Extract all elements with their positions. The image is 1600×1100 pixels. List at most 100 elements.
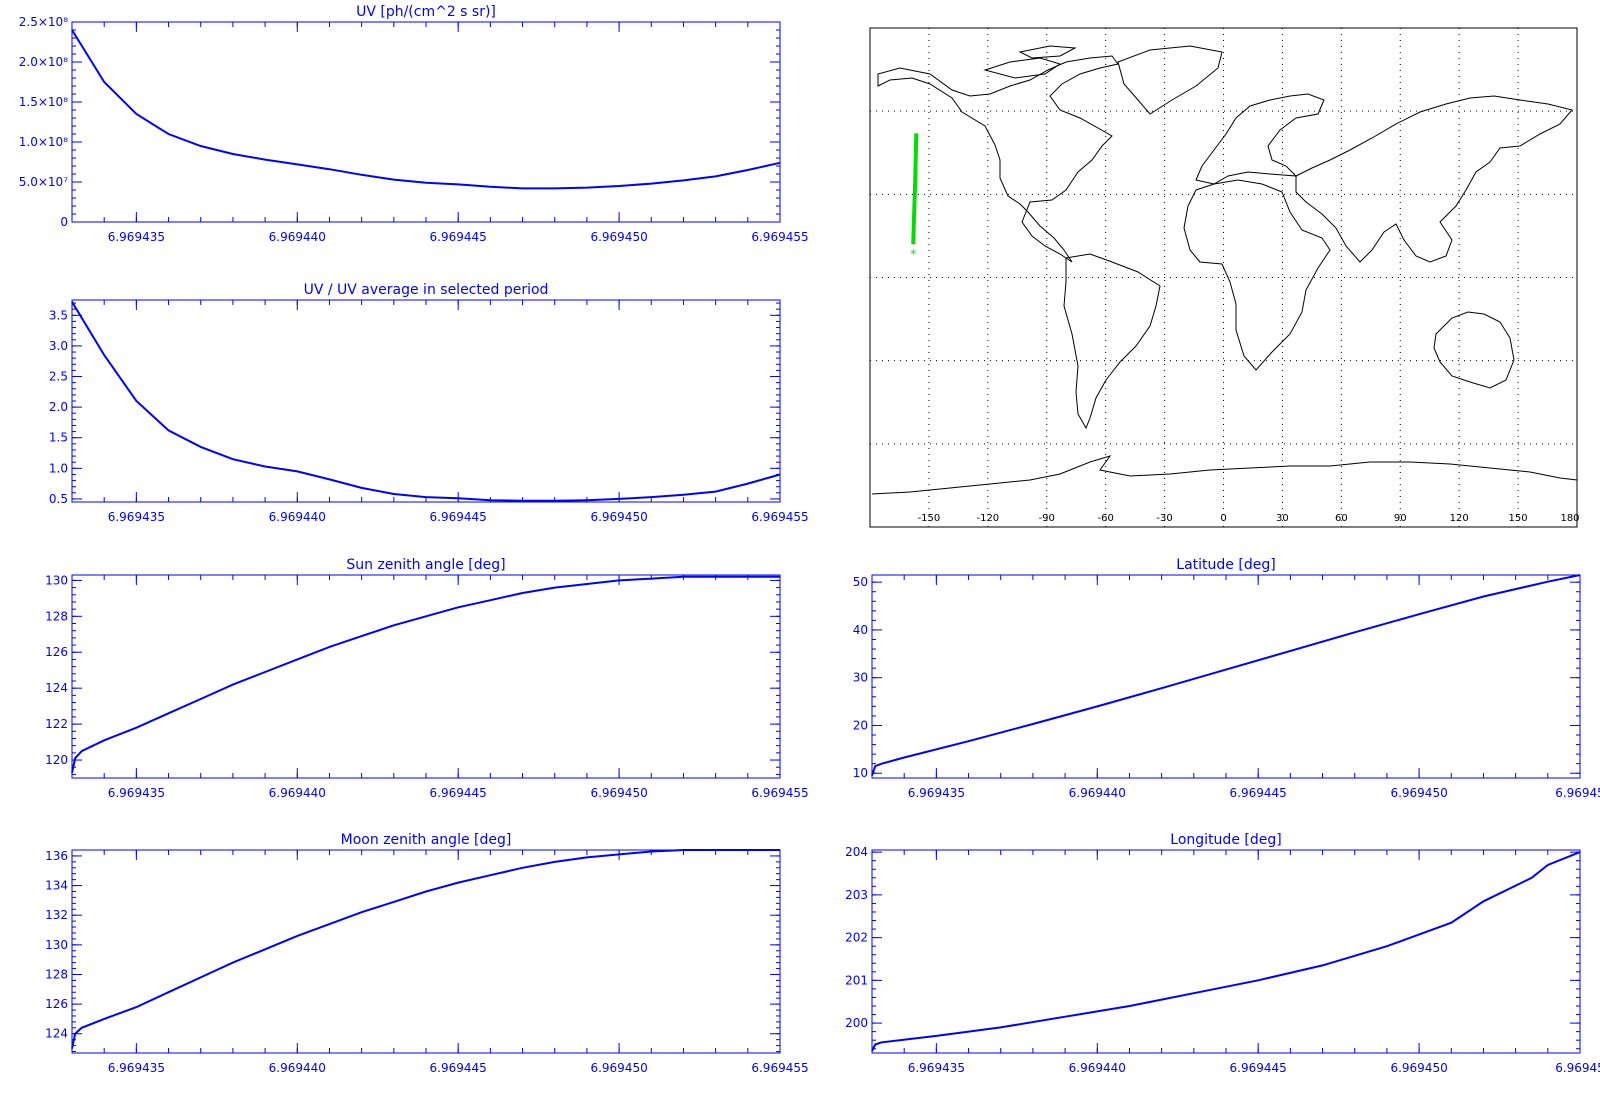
y-tick-label: 1.5: [49, 431, 68, 445]
chart-title: UV / UV average in selected period: [304, 282, 549, 298]
x-tick-label: 6.96945: [1555, 1061, 1600, 1075]
y-tick-label: 40: [853, 623, 868, 637]
plot-frame: [71, 849, 781, 1054]
x-tick-label: 6.969450: [590, 230, 647, 244]
longitude-tick-label: -150: [918, 513, 941, 524]
x-tick-label: 6.969455: [751, 1061, 808, 1075]
south-america-outline: [1063, 253, 1161, 430]
y-tick-label: 136: [45, 849, 68, 863]
y-tick-label: 201: [845, 973, 868, 987]
longitude-tick-label: 0: [1220, 513, 1226, 524]
longitude-tick-label: 30: [1276, 513, 1289, 524]
y-tick-label: 202: [845, 931, 868, 945]
y-tick-label: 1.0×10⁸: [19, 135, 68, 149]
y-tick-label: 128: [45, 967, 68, 981]
longitude-tick-label: -90: [1039, 513, 1055, 524]
satellite-track: *: [910, 133, 919, 261]
x-tick-label: 6.969450: [1390, 1061, 1447, 1075]
chart-title: Sun zenith angle [deg]: [346, 557, 505, 573]
series-line: [71, 301, 781, 502]
europe-outline: [1195, 93, 1325, 185]
x-tick-label: 6.969445: [430, 1061, 487, 1075]
y-tick-label: 10: [853, 766, 868, 780]
longitude-tick-label: 180: [1560, 513, 1579, 524]
longitude-tick-label: -120: [976, 513, 999, 524]
ground-track-start-marker: *: [910, 247, 916, 261]
north-america-outline: [877, 55, 1119, 263]
x-tick-label: 6.969445: [430, 786, 487, 800]
y-tick-label: 1.0: [49, 461, 68, 475]
y-tick-label: 1.5×10⁸: [19, 95, 68, 109]
y-tick-label: 30: [853, 671, 868, 685]
series-line: [71, 575, 780, 773]
y-tick-label: 3.5: [49, 308, 68, 322]
plot-frame: [871, 849, 1581, 1054]
chart-title: Longitude [deg]: [1170, 832, 1281, 848]
y-tick-label: 50: [853, 575, 868, 589]
x-tick-label: 6.969435: [108, 230, 165, 244]
longitude-tick-label: 60: [1335, 513, 1348, 524]
x-tick-label: 6.969440: [1069, 1061, 1126, 1075]
x-tick-label: 6.969435: [108, 510, 165, 524]
x-tick-label: 6.969440: [269, 230, 326, 244]
longitude-tick-labels: -150 -120 -90 -60 -30 0 30 60 90 120 150 180: [918, 513, 1580, 524]
y-tick-label: 132: [45, 908, 68, 922]
y-tick-label: 130: [45, 573, 68, 587]
x-tick-label: 6.969445: [1230, 786, 1287, 800]
x-tick-label: 6.969440: [1069, 786, 1126, 800]
africa-outline: [1183, 179, 1331, 371]
latitude-chart: Latitude [deg] 6.969435 6.969440 6.969445 6.…: [853, 557, 1600, 800]
series-line: [871, 574, 1581, 776]
map-gridlines: [870, 28, 1577, 527]
y-tick-label: 124: [45, 681, 68, 695]
y-tick-label: 3.0: [49, 339, 68, 353]
y-tick-label: 20: [853, 718, 868, 732]
y-tick-label: 0.5: [49, 492, 68, 506]
x-tick-label: 6.96945: [1555, 786, 1600, 800]
x-tick-label: 6.969455: [751, 510, 808, 524]
longitude-tick-label: 120: [1450, 513, 1469, 524]
series-line: [871, 851, 1581, 1052]
x-tick-label: 6.969435: [908, 1061, 965, 1075]
y-tick-label: 200: [845, 1016, 868, 1030]
x-tick-label: 6.969450: [590, 510, 647, 524]
x-tick-label: 6.969455: [751, 230, 808, 244]
y-tick-label: 0: [60, 215, 68, 229]
x-tick-label: 6.969440: [269, 510, 326, 524]
asia-outline: [1295, 95, 1573, 263]
plot-frame: [71, 574, 781, 779]
y-tick-label: 203: [845, 888, 868, 902]
chart-title: UV [ph/(cm^2 s sr)]: [356, 4, 496, 20]
moon-zenith-chart: Moon zenith angle [deg] 6.969435 6.969440 6…: [45, 832, 809, 1075]
series-line: [71, 29, 781, 190]
sun-zenith-chart: Sun zenith angle [deg] 6.969435 6.969440 6.…: [45, 557, 809, 800]
plot-frame: [71, 21, 781, 223]
y-tick-label: 5.0×10⁷: [19, 175, 68, 189]
longitude-chart: Longitude [deg] 6.969435 6.969440 6.969445 6…: [845, 832, 1600, 1075]
plot-frame: [71, 299, 781, 503]
greenland-outline: [1117, 45, 1223, 115]
y-tick-label: 126: [45, 645, 68, 659]
x-tick-label: 6.969440: [269, 786, 326, 800]
x-tick-label: 6.969440: [269, 1061, 326, 1075]
y-tick-label: 126: [45, 997, 68, 1011]
x-tick-label: 6.969435: [908, 786, 965, 800]
y-tick-label: 128: [45, 609, 68, 623]
longitude-tick-label: -60: [1097, 513, 1113, 524]
series-line: [71, 849, 780, 1049]
x-tick-label: 6.969445: [430, 510, 487, 524]
longitude-tick-label: -30: [1156, 513, 1172, 524]
antarctica-outline: [871, 455, 1578, 495]
y-tick-label: 120: [45, 753, 68, 767]
y-tick-label: 130: [45, 938, 68, 952]
y-tick-label: 204: [845, 845, 868, 859]
x-tick-label: 6.969435: [108, 1061, 165, 1075]
y-tick-label: 124: [45, 1027, 68, 1041]
x-tick-label: 6.969450: [1390, 786, 1447, 800]
y-tick-label: 2.0: [49, 400, 68, 414]
australia-outline: [1433, 311, 1515, 389]
chart-title: Latitude [deg]: [1176, 557, 1275, 573]
x-tick-label: 6.969445: [430, 230, 487, 244]
y-tick-label: 2.5×10⁸: [19, 15, 68, 29]
